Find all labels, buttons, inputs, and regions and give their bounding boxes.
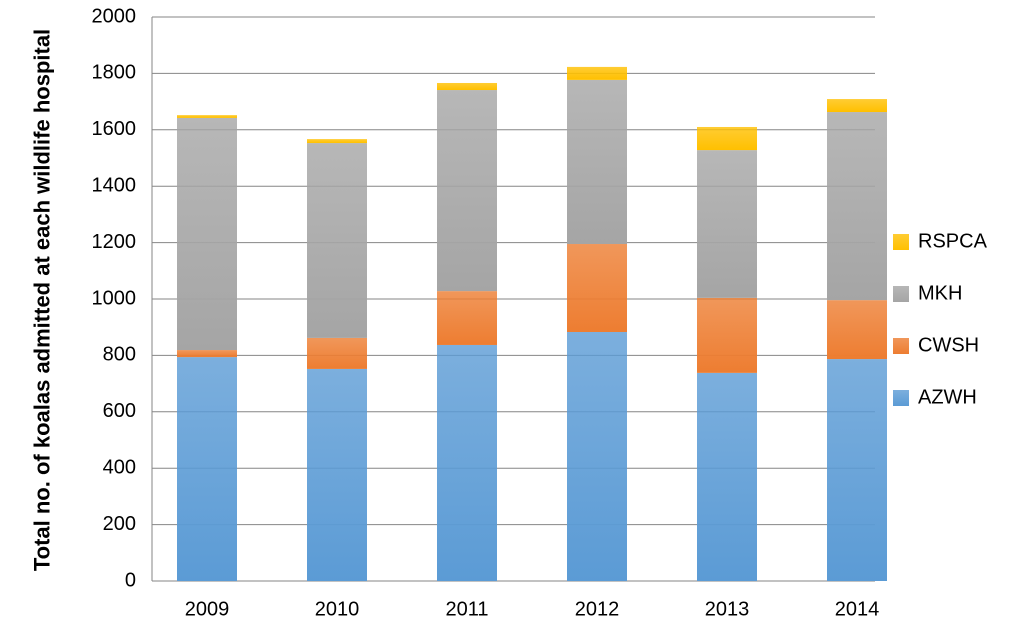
y-tick-label: 200: [103, 513, 136, 535]
x-tick-label: 2010: [315, 598, 360, 620]
x-tick-label: 2014: [835, 598, 880, 620]
bar-segment: [697, 126, 757, 151]
legend-label: CWSH: [918, 334, 979, 356]
bar-segment: [437, 82, 497, 91]
bar-segment: [307, 143, 367, 338]
legend-swatch: [893, 390, 909, 406]
y-tick-label: 1600: [92, 118, 137, 140]
y-tick-label: 400: [103, 456, 136, 478]
y-tick-label: 1800: [92, 62, 137, 84]
bar-segment: [567, 79, 627, 245]
x-tick-label: 2012: [575, 598, 620, 620]
bar-segment: [827, 99, 887, 113]
legend-label: RSPCA: [918, 230, 988, 252]
bar-segment: [827, 359, 887, 581]
bar-segment: [567, 66, 627, 80]
bar-segment: [827, 300, 887, 360]
bar-segment: [827, 112, 887, 301]
x-tick-label: 2013: [705, 598, 750, 620]
y-tick-label: 1200: [92, 231, 137, 253]
bar-segment: [177, 357, 237, 581]
bar-segment: [177, 350, 237, 358]
legend-swatch: [893, 286, 909, 302]
bar-segment: [437, 90, 497, 292]
bar-segment: [177, 117, 237, 351]
bar-segment: [307, 368, 367, 581]
bar-segment: [437, 344, 497, 581]
bar-segment: [697, 150, 757, 298]
bar-segment: [697, 297, 757, 373]
legend-swatch: [893, 234, 909, 250]
bar-segment: [307, 139, 367, 144]
y-tick-label: 800: [103, 344, 136, 366]
bar-segment: [697, 372, 757, 581]
bar-segment: [177, 115, 237, 118]
legend-swatch: [893, 338, 909, 354]
y-axis-label: Total no. of koalas admitted at each wil…: [29, 28, 55, 572]
y-tick-label: 600: [103, 400, 136, 422]
bar-segment: [437, 291, 497, 345]
x-tick-label: 2011: [445, 598, 488, 620]
legend-label: MKH: [918, 282, 962, 304]
legend-label: AZWH: [918, 386, 977, 408]
y-tick-label: 0: [125, 569, 136, 591]
bar-segment: [567, 244, 627, 332]
y-tick-label: 2000: [92, 5, 137, 27]
y-tick-label: 1400: [92, 174, 137, 196]
bar-segment: [307, 337, 367, 369]
x-tick-label: 2009: [185, 598, 230, 620]
y-tick-label: 1000: [92, 287, 137, 309]
bar-segment: [567, 331, 627, 581]
